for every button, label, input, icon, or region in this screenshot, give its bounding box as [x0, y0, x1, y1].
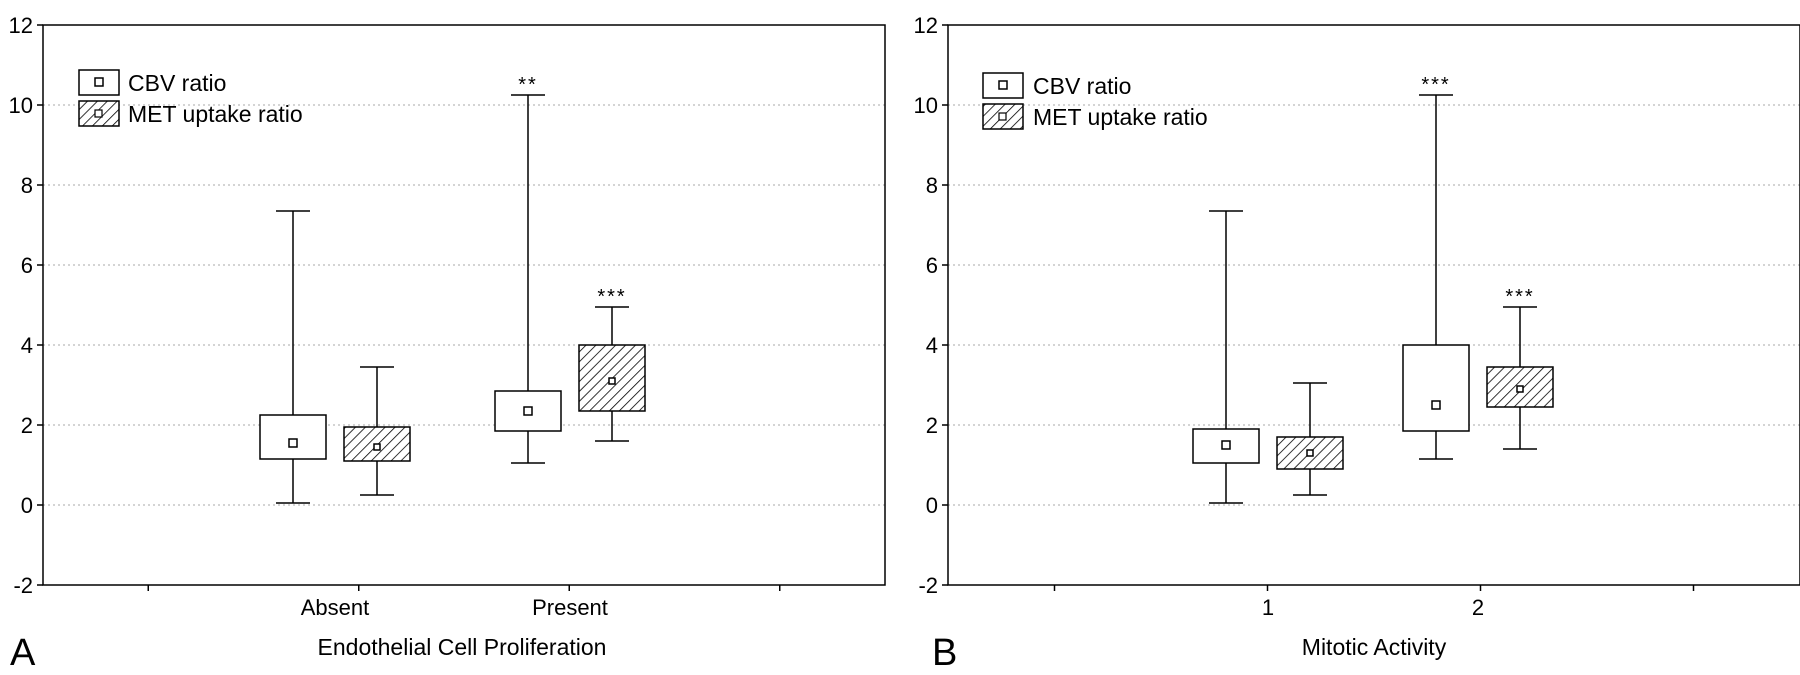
- box-cbv-1: **: [494, 74, 562, 464]
- panel-b-label: B: [932, 632, 957, 674]
- center-marker: [608, 377, 616, 385]
- panel-a-plot-frame: [42, 24, 886, 586]
- panel-b-boxes: *** ***: [1192, 74, 1554, 504]
- x-tick-label: Absent: [301, 595, 370, 620]
- y-tick-label: 0: [21, 493, 33, 518]
- panel-b-plot-frame: [947, 24, 1800, 586]
- significance-label: ***: [1421, 74, 1450, 96]
- center-marker: [1306, 449, 1314, 457]
- legend-swatch-met-marker: [998, 112, 1007, 121]
- x-tick-label: 2: [1472, 595, 1484, 620]
- legend-label-cbv: CBV ratio: [1033, 73, 1131, 99]
- y-tick-label: 2: [21, 413, 33, 438]
- box-met-0: [1276, 382, 1344, 496]
- panel-a-x-axis-title: Endothelial Cell Proliferation: [318, 634, 607, 660]
- box-met-1: ***: [578, 286, 646, 442]
- y-tick-label: 10: [914, 93, 938, 118]
- center-marker: [1221, 440, 1231, 450]
- legend-label-cbv: CBV ratio: [128, 70, 226, 96]
- panel-b-grid: [948, 104, 1800, 506]
- box-met-0: [343, 366, 411, 496]
- legend-label-met: MET uptake ratio: [128, 101, 303, 127]
- legend-label-met: MET uptake ratio: [1033, 104, 1208, 130]
- significance-label: ***: [597, 286, 626, 308]
- panel-b-x-axis-title: Mitotic Activity: [1302, 634, 1447, 660]
- panel-a-grid: [43, 104, 885, 506]
- y-tick-label: 12: [9, 13, 33, 38]
- y-tick-label: 6: [926, 253, 938, 278]
- legend-swatch-met-marker: [94, 109, 103, 118]
- y-tick-label: 6: [21, 253, 33, 278]
- y-tick-label: 0: [926, 493, 938, 518]
- box-body: [494, 390, 562, 432]
- significance-label: **: [518, 74, 538, 96]
- legend-swatch-cbv-marker: [998, 80, 1008, 90]
- significance-label: ***: [1505, 286, 1534, 308]
- y-tick-label: 4: [21, 333, 33, 358]
- box-body: [259, 414, 327, 460]
- center-marker: [523, 406, 533, 416]
- panel-a-axes: -2 0 2 4 6 8 10 12 Absent Present: [9, 13, 886, 620]
- box-cbv-1: ***: [1402, 74, 1470, 460]
- box-cbv-0: [1192, 210, 1260, 504]
- y-tick-label: -2: [13, 573, 33, 598]
- center-marker: [288, 438, 298, 448]
- y-tick-label: 8: [21, 173, 33, 198]
- y-tick-label: 4: [926, 333, 938, 358]
- panel-a-legend: CBV ratio MET uptake ratio: [78, 69, 303, 127]
- center-marker: [1516, 385, 1524, 393]
- center-marker: [373, 443, 381, 451]
- y-tick-label: 10: [9, 93, 33, 118]
- y-tick-label: -2: [918, 573, 938, 598]
- x-tick-label: 1: [1262, 595, 1274, 620]
- box-met-1: ***: [1486, 286, 1554, 450]
- panel-a-boxes: *****: [259, 74, 646, 504]
- y-tick-label: 8: [926, 173, 938, 198]
- center-marker: [1431, 400, 1441, 410]
- legend-swatch-met: [982, 103, 1024, 130]
- panel-a-label: A: [10, 632, 36, 674]
- legend-swatch-cbv-marker: [94, 77, 104, 87]
- y-tick-label: 2: [926, 413, 938, 438]
- box-cbv-0: [259, 210, 327, 504]
- box-body: [1402, 344, 1470, 432]
- box-body: [1192, 428, 1260, 464]
- x-tick-label: Present: [532, 595, 608, 620]
- panel-b-legend: CBV ratio MET uptake ratio: [982, 72, 1208, 130]
- y-tick-label: 12: [914, 13, 938, 38]
